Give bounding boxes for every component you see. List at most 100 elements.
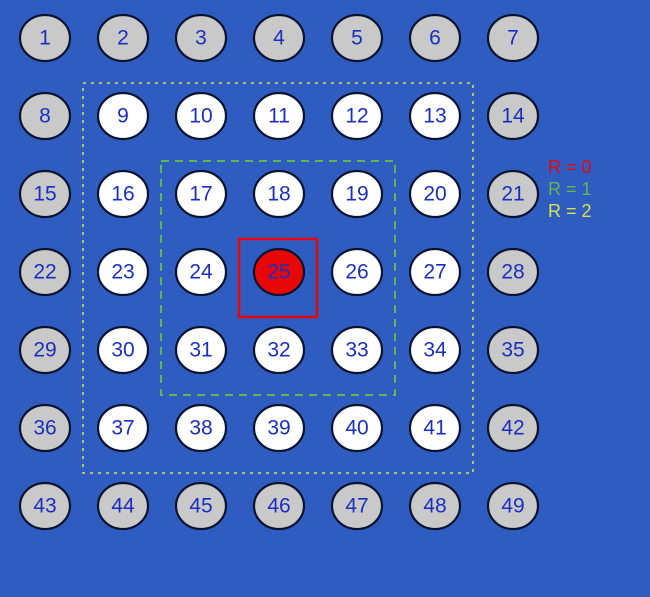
grid-node: 29 xyxy=(20,327,70,373)
node-label: 3 xyxy=(195,27,207,50)
grid-node: 11 xyxy=(254,93,304,139)
grid-node: 20 xyxy=(410,171,460,217)
node-label: 8 xyxy=(39,105,51,128)
grid-node: 19 xyxy=(332,171,382,217)
node-label: 5 xyxy=(351,27,363,50)
node-label: 34 xyxy=(423,339,447,362)
grid-node: 48 xyxy=(410,483,460,529)
grid-node: 3 xyxy=(176,15,226,61)
grid-node: 13 xyxy=(410,93,460,139)
grid-node: 32 xyxy=(254,327,304,373)
grid-node: 21 xyxy=(488,171,538,217)
node-label: 40 xyxy=(345,417,368,440)
node-label: 23 xyxy=(111,261,134,284)
node-label: 37 xyxy=(111,417,134,440)
grid-node: 5 xyxy=(332,15,382,61)
node-label: 46 xyxy=(267,495,290,518)
node-label: 12 xyxy=(345,105,368,128)
grid-node: 47 xyxy=(332,483,382,529)
node-label: 9 xyxy=(117,105,129,128)
node-label: 26 xyxy=(345,261,368,284)
node-label: 18 xyxy=(267,183,290,206)
grid-node: 8 xyxy=(20,93,70,139)
grid-node: 1 xyxy=(20,15,70,61)
grid-node: 16 xyxy=(98,171,148,217)
grid-node: 45 xyxy=(176,483,226,529)
legend: R = 0R = 1R = 2 xyxy=(548,156,592,222)
grid-node: 38 xyxy=(176,405,226,451)
grid-node: 44 xyxy=(98,483,148,529)
legend-item: R = 2 xyxy=(548,200,592,222)
node-label: 21 xyxy=(501,183,524,206)
node-label: 15 xyxy=(33,183,56,206)
node-label: 27 xyxy=(423,261,446,284)
grid-node: 40 xyxy=(332,405,382,451)
node-label: 36 xyxy=(33,417,56,440)
grid-node: 43 xyxy=(20,483,70,529)
grid-node: 27 xyxy=(410,249,460,295)
grid-node: 10 xyxy=(176,93,226,139)
legend-item: R = 0 xyxy=(548,156,592,178)
node-label: 29 xyxy=(33,339,56,362)
node-label: 25 xyxy=(267,261,290,284)
grid-node: 49 xyxy=(488,483,538,529)
node-label: 48 xyxy=(423,495,446,518)
node-label: 24 xyxy=(189,261,213,284)
node-label: 42 xyxy=(501,417,524,440)
grid-node: 17 xyxy=(176,171,226,217)
grid-node: 41 xyxy=(410,405,460,451)
node-label: 30 xyxy=(111,339,134,362)
node-label: 20 xyxy=(423,183,446,206)
grid-node: 39 xyxy=(254,405,304,451)
node-label: 44 xyxy=(111,495,135,518)
node-label: 39 xyxy=(267,417,290,440)
grid-node: 30 xyxy=(98,327,148,373)
grid-node: 22 xyxy=(20,249,70,295)
node-label: 38 xyxy=(189,417,212,440)
grid-node: 18 xyxy=(254,171,304,217)
neighborhood-diagram: 1234567891011121314151617181920212223242… xyxy=(0,0,650,597)
node-label: 32 xyxy=(267,339,290,362)
node-label: 19 xyxy=(345,183,368,206)
node-label: 4 xyxy=(273,27,285,50)
legend-item: R = 1 xyxy=(548,178,592,200)
node-label: 7 xyxy=(507,27,519,50)
grid-node: 35 xyxy=(488,327,538,373)
grid-node: 14 xyxy=(488,93,538,139)
node-label: 33 xyxy=(345,339,368,362)
grid-node: 15 xyxy=(20,171,70,217)
grid-node: 12 xyxy=(332,93,382,139)
node-label: 11 xyxy=(268,105,290,128)
node-label: 6 xyxy=(429,27,441,50)
grid-node: 7 xyxy=(488,15,538,61)
node-label: 35 xyxy=(501,339,524,362)
grid-node: 9 xyxy=(98,93,148,139)
grid-node: 34 xyxy=(410,327,460,373)
grid-node: 37 xyxy=(98,405,148,451)
node-label: 41 xyxy=(423,417,446,440)
node-label: 1 xyxy=(39,27,51,50)
node-label: 2 xyxy=(117,27,129,50)
grid-node: 36 xyxy=(20,405,70,451)
node-label: 17 xyxy=(189,183,212,206)
node-label: 14 xyxy=(501,105,525,128)
grid-node: 46 xyxy=(254,483,304,529)
node-label: 49 xyxy=(501,495,524,518)
grid-node: 42 xyxy=(488,405,538,451)
node-label: 22 xyxy=(33,261,56,284)
node-label: 47 xyxy=(345,495,368,518)
grid-node: 26 xyxy=(332,249,382,295)
grid-node: 4 xyxy=(254,15,304,61)
node-label: 45 xyxy=(189,495,212,518)
grid-node: 23 xyxy=(98,249,148,295)
node-label: 31 xyxy=(189,339,212,362)
node-label: 28 xyxy=(501,261,524,284)
node-label: 10 xyxy=(189,105,212,128)
grid-node: 24 xyxy=(176,249,226,295)
grid-node: 31 xyxy=(176,327,226,373)
grid-node: 2 xyxy=(98,15,148,61)
node-label: 13 xyxy=(423,105,446,128)
grid-node: 28 xyxy=(488,249,538,295)
node-label: 43 xyxy=(33,495,56,518)
grid-node: 25 xyxy=(254,249,304,295)
